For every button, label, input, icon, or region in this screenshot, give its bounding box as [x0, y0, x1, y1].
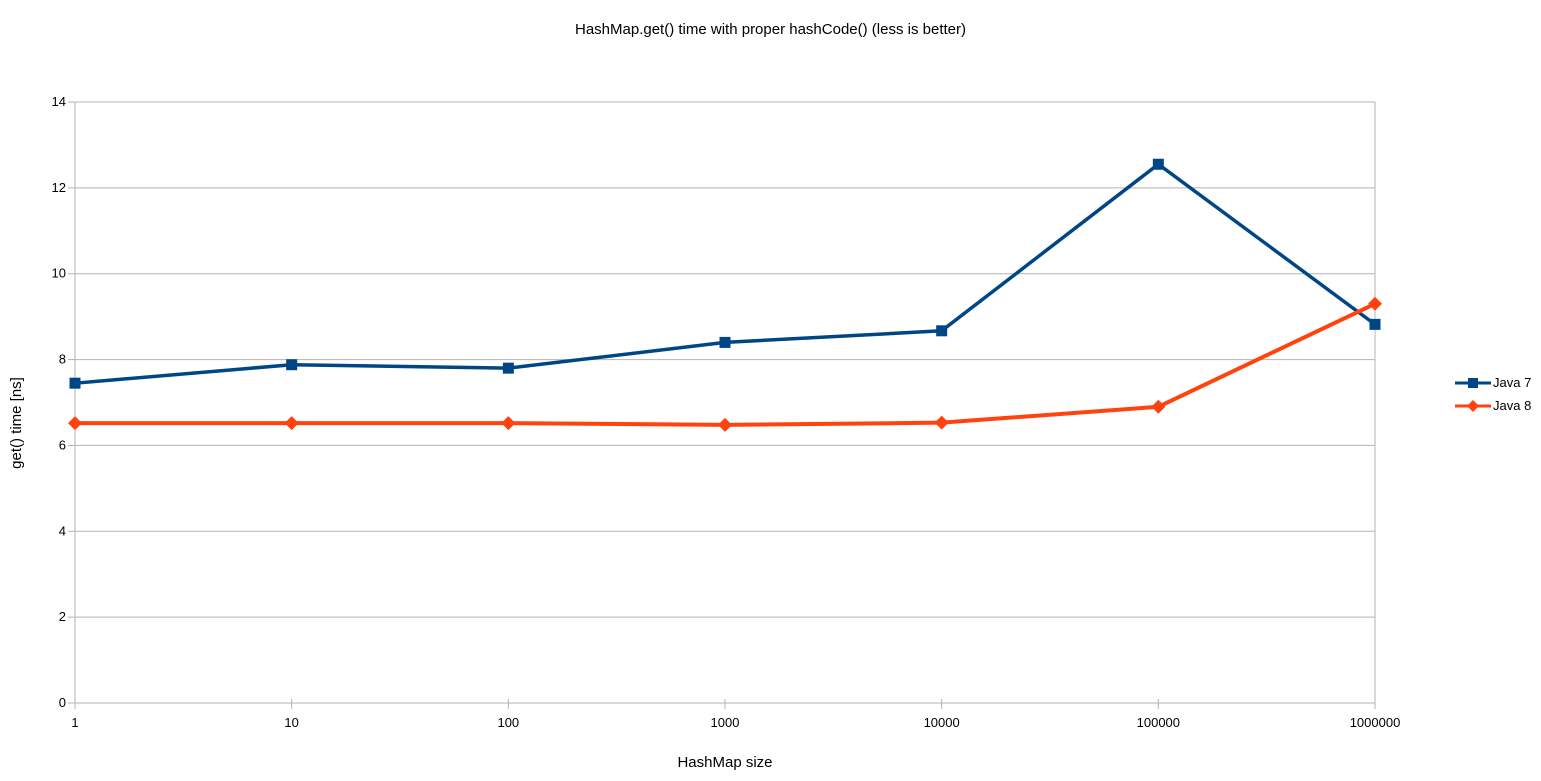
- legend-label: Java 7: [1493, 375, 1532, 390]
- y-tick-label: 0: [59, 695, 66, 710]
- legend: Java 7 Java 8: [1455, 371, 1531, 417]
- y-tick-label: 4: [59, 523, 66, 538]
- y-axis-title: get() time [ns]: [8, 377, 25, 469]
- x-tick-label: 1000: [711, 715, 740, 730]
- x-tick-label: 10: [284, 715, 298, 730]
- x-tick-label: 100: [497, 715, 519, 730]
- x-tick-label: 100000: [1137, 715, 1180, 730]
- x-tick-label: 1: [71, 715, 78, 730]
- x-axis-title: HashMap size: [677, 754, 773, 771]
- legend-item-java-8: Java 8: [1455, 394, 1531, 417]
- y-tick-label: 12: [52, 180, 66, 195]
- legend-diamond-marker-icon: [1455, 399, 1491, 412]
- series-java-7: [69, 158, 1381, 389]
- series-java-8: [68, 296, 1382, 432]
- chart-title: HashMap.get() time with proper hashCode(…: [575, 21, 966, 38]
- y-tick-labels: 0 2 4 6 8 10 12 14: [52, 94, 66, 710]
- y-gridlines: [75, 101, 1375, 618]
- y-tick-label: 14: [52, 94, 66, 109]
- y-tick-label: 2: [59, 609, 66, 624]
- x-tick-labels: 1 10 100 1000 10000 100000 1000000: [71, 715, 1400, 730]
- x-tick-label: 10000: [924, 715, 960, 730]
- legend-label: Java 8: [1493, 398, 1532, 413]
- axes: [74, 102, 1376, 704]
- x-tick-label: 1000000: [1350, 715, 1401, 730]
- axis-ticks: [68, 101, 1376, 709]
- legend-square-marker-icon: [1455, 377, 1491, 388]
- y-tick-label: 10: [52, 266, 66, 281]
- legend-item-java-7: Java 7: [1455, 371, 1531, 394]
- y-tick-label: 6: [59, 437, 66, 452]
- y-tick-label: 8: [59, 352, 66, 367]
